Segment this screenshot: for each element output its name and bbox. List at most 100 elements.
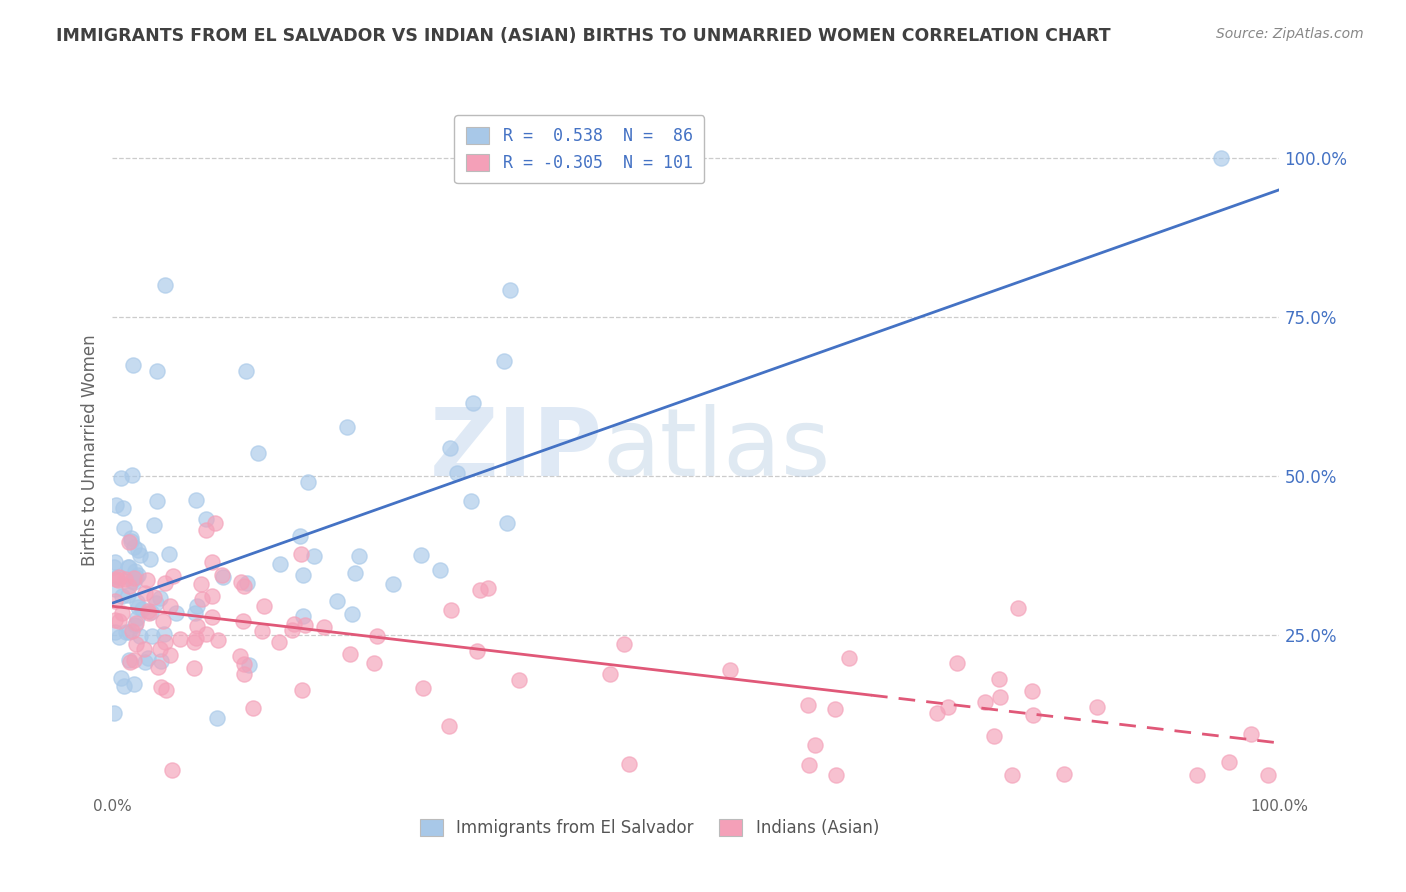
Point [152,614,174,628]
Point [191,592,214,607]
Point [125,595,148,609]
Point [292,567,315,582]
Text: ZIP: ZIP [430,404,603,497]
Point [233,657,256,672]
Point [463,396,485,410]
Point [131,602,153,616]
Point [112,679,135,693]
Point [619,757,641,772]
Point [159,648,181,662]
Point [201,589,224,603]
Point [129,629,152,643]
Point [499,283,522,297]
Point [347,549,370,563]
Point [146,660,169,674]
Point [122,652,145,666]
Point [134,642,156,657]
Point [613,637,636,651]
Point [233,579,256,593]
Point [112,500,135,515]
Point [1209,151,1232,165]
Point [804,738,827,752]
Point [155,277,177,292]
Point [292,608,315,623]
Point [340,607,363,622]
Point [269,558,291,572]
Point [250,624,273,639]
Point [409,548,432,562]
Point [121,467,143,482]
Point [211,570,233,584]
Point [825,768,848,782]
Point [108,614,131,628]
Point [1239,727,1261,741]
Point [122,541,145,555]
Point [122,677,145,691]
Point [302,549,325,563]
Point [162,569,184,583]
Point [363,656,385,670]
Point [145,596,167,610]
Point [446,466,468,480]
Point [125,570,148,584]
Point [114,572,136,586]
Point [343,566,366,580]
Point [118,655,141,669]
Point [797,757,820,772]
Point [231,614,253,628]
Point [204,516,226,530]
Text: Source: ZipAtlas.com: Source: ZipAtlas.com [1216,27,1364,41]
Point [983,729,1005,743]
Point [186,492,208,507]
Point [125,615,148,630]
Point [267,635,290,649]
Point [127,542,149,557]
Point [112,521,135,535]
Point [194,627,217,641]
Point [186,619,208,633]
Point [366,629,388,643]
Point [118,559,141,574]
Point [235,364,257,378]
Point [122,571,145,585]
Point [297,475,319,489]
Point [143,518,166,533]
Point [127,600,149,615]
Point [468,583,491,598]
Point [165,607,187,621]
Point [136,651,159,665]
Point [1085,699,1108,714]
Point [141,605,163,619]
Point [294,618,316,632]
Point [194,523,217,537]
Point [103,593,125,607]
Point [159,599,181,613]
Text: atlas: atlas [603,404,831,497]
Point [232,667,254,681]
Point [314,620,336,634]
Point [231,575,253,590]
Point [381,576,404,591]
Point [114,625,136,640]
Point [103,706,125,720]
Point [111,607,134,621]
Point [465,644,488,658]
Point [492,354,515,368]
Point [155,634,177,648]
Point [238,657,260,672]
Point [280,623,302,637]
Point [207,711,229,725]
Point [153,575,176,590]
Point [1001,768,1024,782]
Point [104,582,127,597]
Point [136,604,159,618]
Point [988,690,1011,705]
Point [128,568,150,582]
Point [246,446,269,460]
Point [195,512,218,526]
Point [120,531,142,545]
Point [496,516,519,530]
Point [111,589,134,603]
Point [138,606,160,620]
Point [1007,600,1029,615]
